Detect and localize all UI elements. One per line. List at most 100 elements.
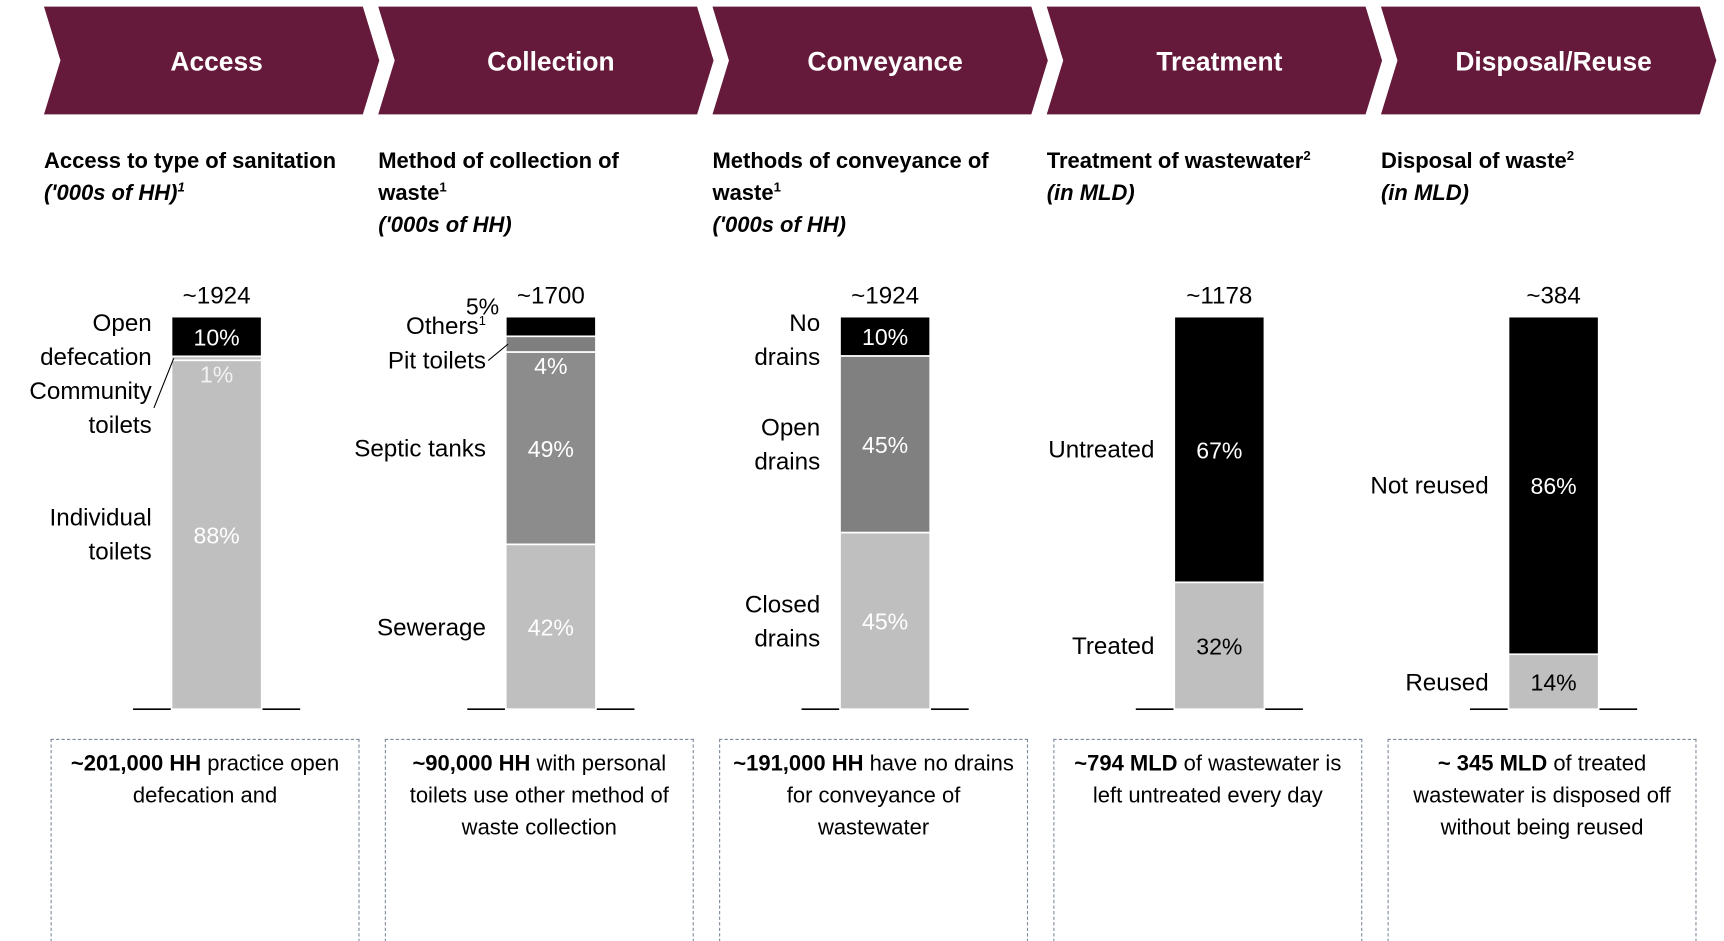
segment-label: Individual toilets — [0, 501, 152, 569]
note-box: ~201,000 HH practice open defecation and — [50, 738, 360, 941]
bar-segment — [1173, 581, 1266, 711]
segment-label-line: Open — [92, 308, 152, 337]
segment-label-line: Sewerage — [377, 612, 486, 641]
bar-segment — [504, 335, 597, 353]
stage-name: Treatment — [1156, 46, 1282, 76]
segment-label-line: Individual — [49, 503, 152, 532]
bar-segment — [504, 543, 597, 711]
segment-label: Sewerage — [266, 610, 486, 644]
bar-segment — [1507, 315, 1600, 656]
bar-segment — [504, 315, 597, 338]
bar-segment — [1173, 315, 1266, 584]
value-label: 86% — [1530, 473, 1576, 499]
heading-line: Disposal of waste2 — [1380, 147, 1575, 174]
stage-chevron — [43, 6, 380, 115]
value-label: 10% — [193, 324, 239, 350]
note-bold: ~191,000 HH — [733, 752, 864, 777]
note-bold: ~201,000 HH — [70, 752, 202, 777]
heading-line: Access to type of sanitation — [43, 149, 337, 174]
subheading: ('000s of HH) — [712, 213, 847, 238]
stage-chevron — [712, 6, 1048, 115]
segment-label: Pit toilets — [266, 344, 486, 378]
stage-chevron — [1380, 6, 1717, 115]
segment-label: Open defecation — [0, 306, 152, 374]
heading-line: Method of collection of — [378, 149, 619, 174]
note-bold: ~90,000 HH — [412, 752, 531, 777]
stage-name: Collection — [487, 46, 614, 76]
heading: Access to type of sanitation ('000s of HH… — [44, 146, 374, 210]
segment-label-line: Community — [29, 377, 152, 405]
value-label: 10% — [862, 324, 908, 350]
footnote-mark: 2 — [1303, 147, 1311, 164]
subheading: (in MLD) — [1046, 181, 1135, 206]
heading: Treatment of wastewater2 (in MLD) — [1047, 146, 1377, 210]
segment-label: Not reused — [1269, 468, 1489, 502]
total-label: ~384 — [1526, 282, 1580, 309]
value-label: 32% — [1196, 634, 1242, 660]
segment-label-line: No — [789, 308, 821, 337]
subheading: ('000s of HH) — [378, 213, 512, 238]
note-box: ~794 MLD of wastewater is left untreated… — [1053, 738, 1363, 941]
note-text: practice open defecation and — [132, 752, 340, 809]
value-label: 45% — [862, 432, 908, 458]
segment-label: Open drains — [600, 410, 820, 478]
segment-label-line: Treated — [1071, 631, 1155, 660]
footnote-mark: 1 — [177, 179, 185, 195]
note-box: ~191,000 HH have no drains for conveyanc… — [719, 738, 1029, 941]
leader-line — [153, 358, 175, 409]
stage-name: Disposal/Reuse — [1455, 46, 1651, 76]
bar-segment — [839, 355, 932, 534]
value-label: 88% — [193, 523, 239, 549]
note-box: ~ 345 MLD of treated wastewater is dispo… — [1387, 738, 1697, 941]
bar-segment — [170, 315, 263, 358]
footnote-mark: 2 — [1566, 147, 1575, 164]
note-text: of wastewater is left untreated every da… — [1092, 752, 1342, 809]
segment-label: Septic tanks — [266, 431, 486, 465]
note-text: with personal toilets use other method o… — [409, 752, 669, 841]
value-label: 14% — [1530, 669, 1576, 695]
bar-segment — [839, 531, 932, 711]
segment-label-line: Not reused — [1370, 471, 1489, 500]
subheading: ('000s of HH)1 — [43, 179, 185, 206]
segment-label: Community toilets — [0, 374, 152, 442]
segment-label: Untreated — [935, 432, 1155, 466]
segment-label-line: Others1 — [406, 312, 486, 341]
segment-label-line: toilets — [88, 411, 152, 439]
bar-segment — [839, 315, 932, 357]
bar-segment — [1507, 653, 1600, 711]
leader-line — [487, 343, 509, 361]
subheading: (in MLD) — [1380, 181, 1469, 206]
total-label: ~1700 — [517, 282, 585, 309]
stage-name: Access — [170, 46, 262, 76]
segment-label-line: Open — [761, 413, 821, 441]
segment-label-line: defecation — [40, 343, 152, 371]
segment-label-line: Reused — [1405, 667, 1489, 696]
segment-label: No drains — [600, 306, 820, 374]
heading-line: Treatment of wastewater2 — [1046, 147, 1311, 174]
footnote-mark: 1 — [478, 313, 486, 329]
segment-label-line: Closed — [744, 590, 821, 618]
stage-name: Conveyance — [807, 46, 962, 76]
value-label: 67% — [1196, 437, 1242, 463]
stage-chevron — [1046, 6, 1383, 115]
value-label: 4% — [534, 353, 567, 379]
segment-label-line: drains — [754, 447, 821, 476]
segment-label-line: Pit toilets — [387, 346, 486, 375]
value-label: 45% — [862, 609, 908, 635]
note-text: have no drains for conveyance of wastewa… — [786, 752, 1014, 841]
note-text: of treated wastewater is disposed off wi… — [1413, 752, 1671, 841]
value-label: 49% — [528, 436, 574, 462]
segment-label: Reused — [1269, 665, 1489, 699]
segment-label: Others1 — [266, 309, 486, 343]
segment-label-line: Untreated — [1048, 435, 1155, 464]
stage-chevron — [378, 6, 714, 115]
segment-label-line: drains — [754, 343, 821, 371]
value-label: 42% — [528, 615, 574, 641]
note-bold: ~ 345 MLD — [1437, 752, 1548, 777]
total-label: ~1924 — [183, 282, 251, 309]
value-label: 1% — [200, 361, 233, 387]
note-box: ~90,000 HH with personal toilets use oth… — [384, 738, 694, 941]
footnote-mark: 1 — [439, 179, 447, 195]
